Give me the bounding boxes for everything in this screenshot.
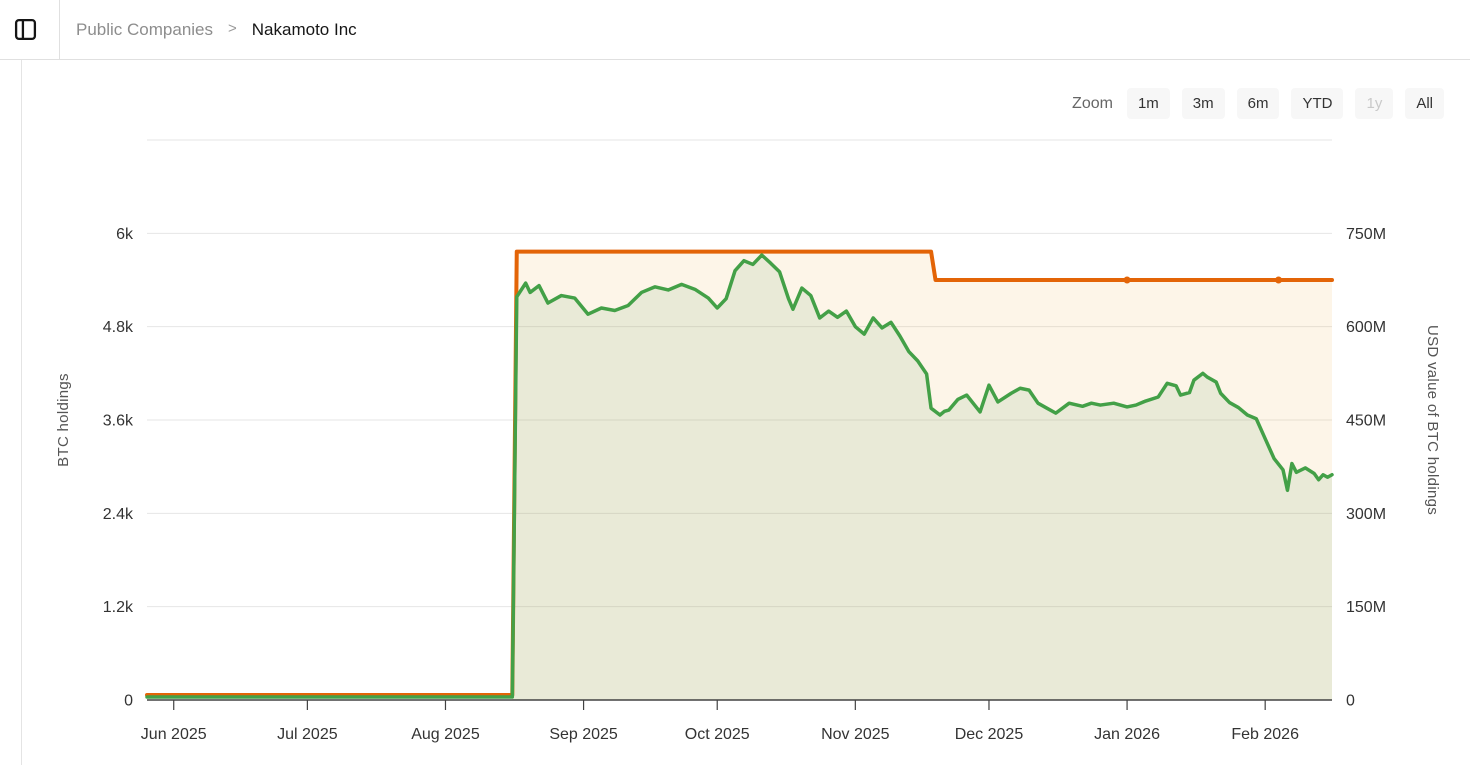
- zoom-button-1y: 1y: [1355, 88, 1394, 119]
- x-axis-label: Sep 2025: [549, 726, 618, 743]
- breadcrumb: Public Companies > Nakamoto Inc: [76, 20, 357, 40]
- x-axis-label: Aug 2025: [411, 726, 480, 743]
- x-axis-label: Jan 2026: [1094, 726, 1160, 743]
- left-axis-label: 6k: [116, 226, 134, 243]
- top-bar: Public Companies > Nakamoto Inc: [0, 0, 1470, 60]
- right-axis-label: 600M: [1346, 319, 1386, 336]
- breadcrumb-parent-link[interactable]: Public Companies: [76, 19, 214, 39]
- left-axis-label: 4.8k: [103, 319, 134, 336]
- panel-left-icon: [14, 18, 37, 41]
- right-axis-label: 0: [1346, 693, 1355, 710]
- x-axis-label: Feb 2026: [1231, 726, 1299, 743]
- x-axis-label: Nov 2025: [821, 726, 890, 743]
- btc-holdings-marker: [1275, 276, 1283, 284]
- sidebar-toggle-area: [0, 0, 60, 59]
- zoom-button-6m[interactable]: 6m: [1236, 88, 1280, 119]
- left-axis-label: 0: [124, 693, 133, 710]
- btc-holdings-area: [147, 251, 1332, 700]
- right-axis-label: 450M: [1346, 413, 1386, 430]
- breadcrumb-current: Nakamoto Inc: [251, 19, 357, 39]
- zoom-button-all[interactable]: All: [1405, 88, 1444, 119]
- zoom-button-1m[interactable]: 1m: [1126, 88, 1170, 119]
- btc-holdings-line: [145, 249, 1334, 697]
- zoom-button-ytd[interactable]: YTD: [1291, 88, 1344, 119]
- x-axis-label: Dec 2025: [955, 726, 1024, 743]
- chevron-right-icon: >: [228, 20, 237, 37]
- right-axis-label: 750M: [1346, 226, 1386, 243]
- sidebar-toggle-button[interactable]: [14, 18, 37, 41]
- btc-holdings-marker: [1123, 276, 1131, 284]
- usd-value-line: [145, 253, 1334, 699]
- left-axis-label: 1.2k: [103, 599, 134, 616]
- usd-value-area: [147, 255, 1332, 700]
- zoom-toolbar: Zoom 1m 3m 6m YTD 1y All: [1072, 88, 1444, 119]
- left-axis-title: BTC holdings: [55, 373, 72, 467]
- x-axis-label: Oct 2025: [685, 726, 750, 743]
- content-left-border: [21, 59, 22, 765]
- left-axis-label: 2.4k: [103, 506, 134, 523]
- zoom-button-3m[interactable]: 3m: [1181, 88, 1225, 119]
- right-axis-label: 150M: [1346, 599, 1386, 616]
- right-axis-title: USD value of BTC holdings: [1424, 325, 1441, 515]
- left-axis-label: 3.6k: [103, 413, 134, 430]
- x-axis-label: Jul 2025: [277, 726, 338, 743]
- x-axis-label: Jun 2025: [141, 726, 207, 743]
- zoom-label: Zoom: [1072, 94, 1113, 112]
- right-axis-label: 300M: [1346, 506, 1386, 523]
